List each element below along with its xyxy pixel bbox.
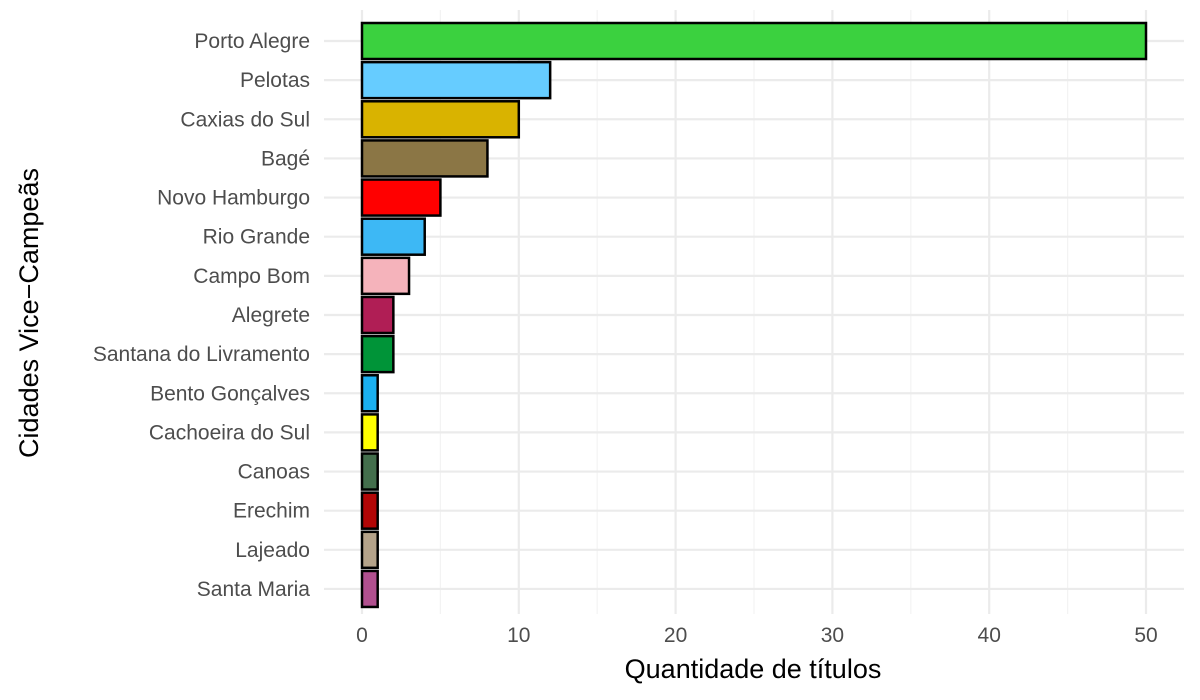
y-tick-label: Bento Gonçalves — [150, 382, 310, 405]
y-tick-label: Erechim — [233, 500, 310, 523]
x-axis-title: Quantidade de títulos — [625, 654, 882, 684]
bar — [360, 256, 411, 296]
x-tick-label: 50 — [1134, 624, 1157, 647]
y-tick-label: Rio Grande — [203, 226, 310, 249]
y-tick-label: Canoas — [238, 461, 310, 484]
bar — [360, 217, 426, 256]
x-tick-label: 40 — [978, 624, 1001, 647]
bar — [360, 334, 395, 374]
x-tick-label: 10 — [507, 624, 530, 647]
bar — [360, 530, 379, 570]
bar — [360, 452, 379, 491]
y-tick-label: Santana do Livramento — [93, 343, 310, 366]
y-tick-label: Alegrete — [232, 304, 310, 327]
y-tick-label: Santa Maria — [197, 578, 311, 601]
bar — [360, 569, 379, 609]
y-tick-label: Caxias do Sul — [180, 108, 310, 131]
y-tick-label: Pelotas — [240, 69, 310, 92]
bar — [360, 413, 379, 452]
x-tick-label: 30 — [821, 624, 844, 647]
y-tick-label: Novo Hamburgo — [157, 187, 310, 210]
bar — [360, 374, 379, 413]
x-tick-label: 20 — [664, 624, 687, 647]
x-tick-labels: 0 10 20 30 40 50 — [356, 624, 1158, 647]
y-tick-label: Bagé — [261, 147, 310, 170]
bar — [360, 491, 379, 530]
bar — [360, 100, 521, 139]
y-tick-label: Campo Bom — [193, 265, 310, 288]
bar — [360, 295, 395, 335]
y-tick-label: Cachoeira do Sul — [149, 421, 310, 444]
y-tick-labels: Porto Alegre Pelotas Caxias do Sul Bagé Novo… — [93, 30, 310, 601]
bar — [360, 60, 552, 100]
y-axis-title: Cidades Vice−Campeãs — [14, 168, 44, 458]
bar — [360, 178, 442, 217]
x-tick-label: 0 — [356, 624, 368, 647]
bars — [360, 21, 1148, 609]
y-tick-label: Lajeado — [235, 539, 310, 562]
y-tick-label: Porto Alegre — [194, 30, 310, 53]
bar — [360, 139, 489, 178]
bar — [360, 21, 1148, 61]
